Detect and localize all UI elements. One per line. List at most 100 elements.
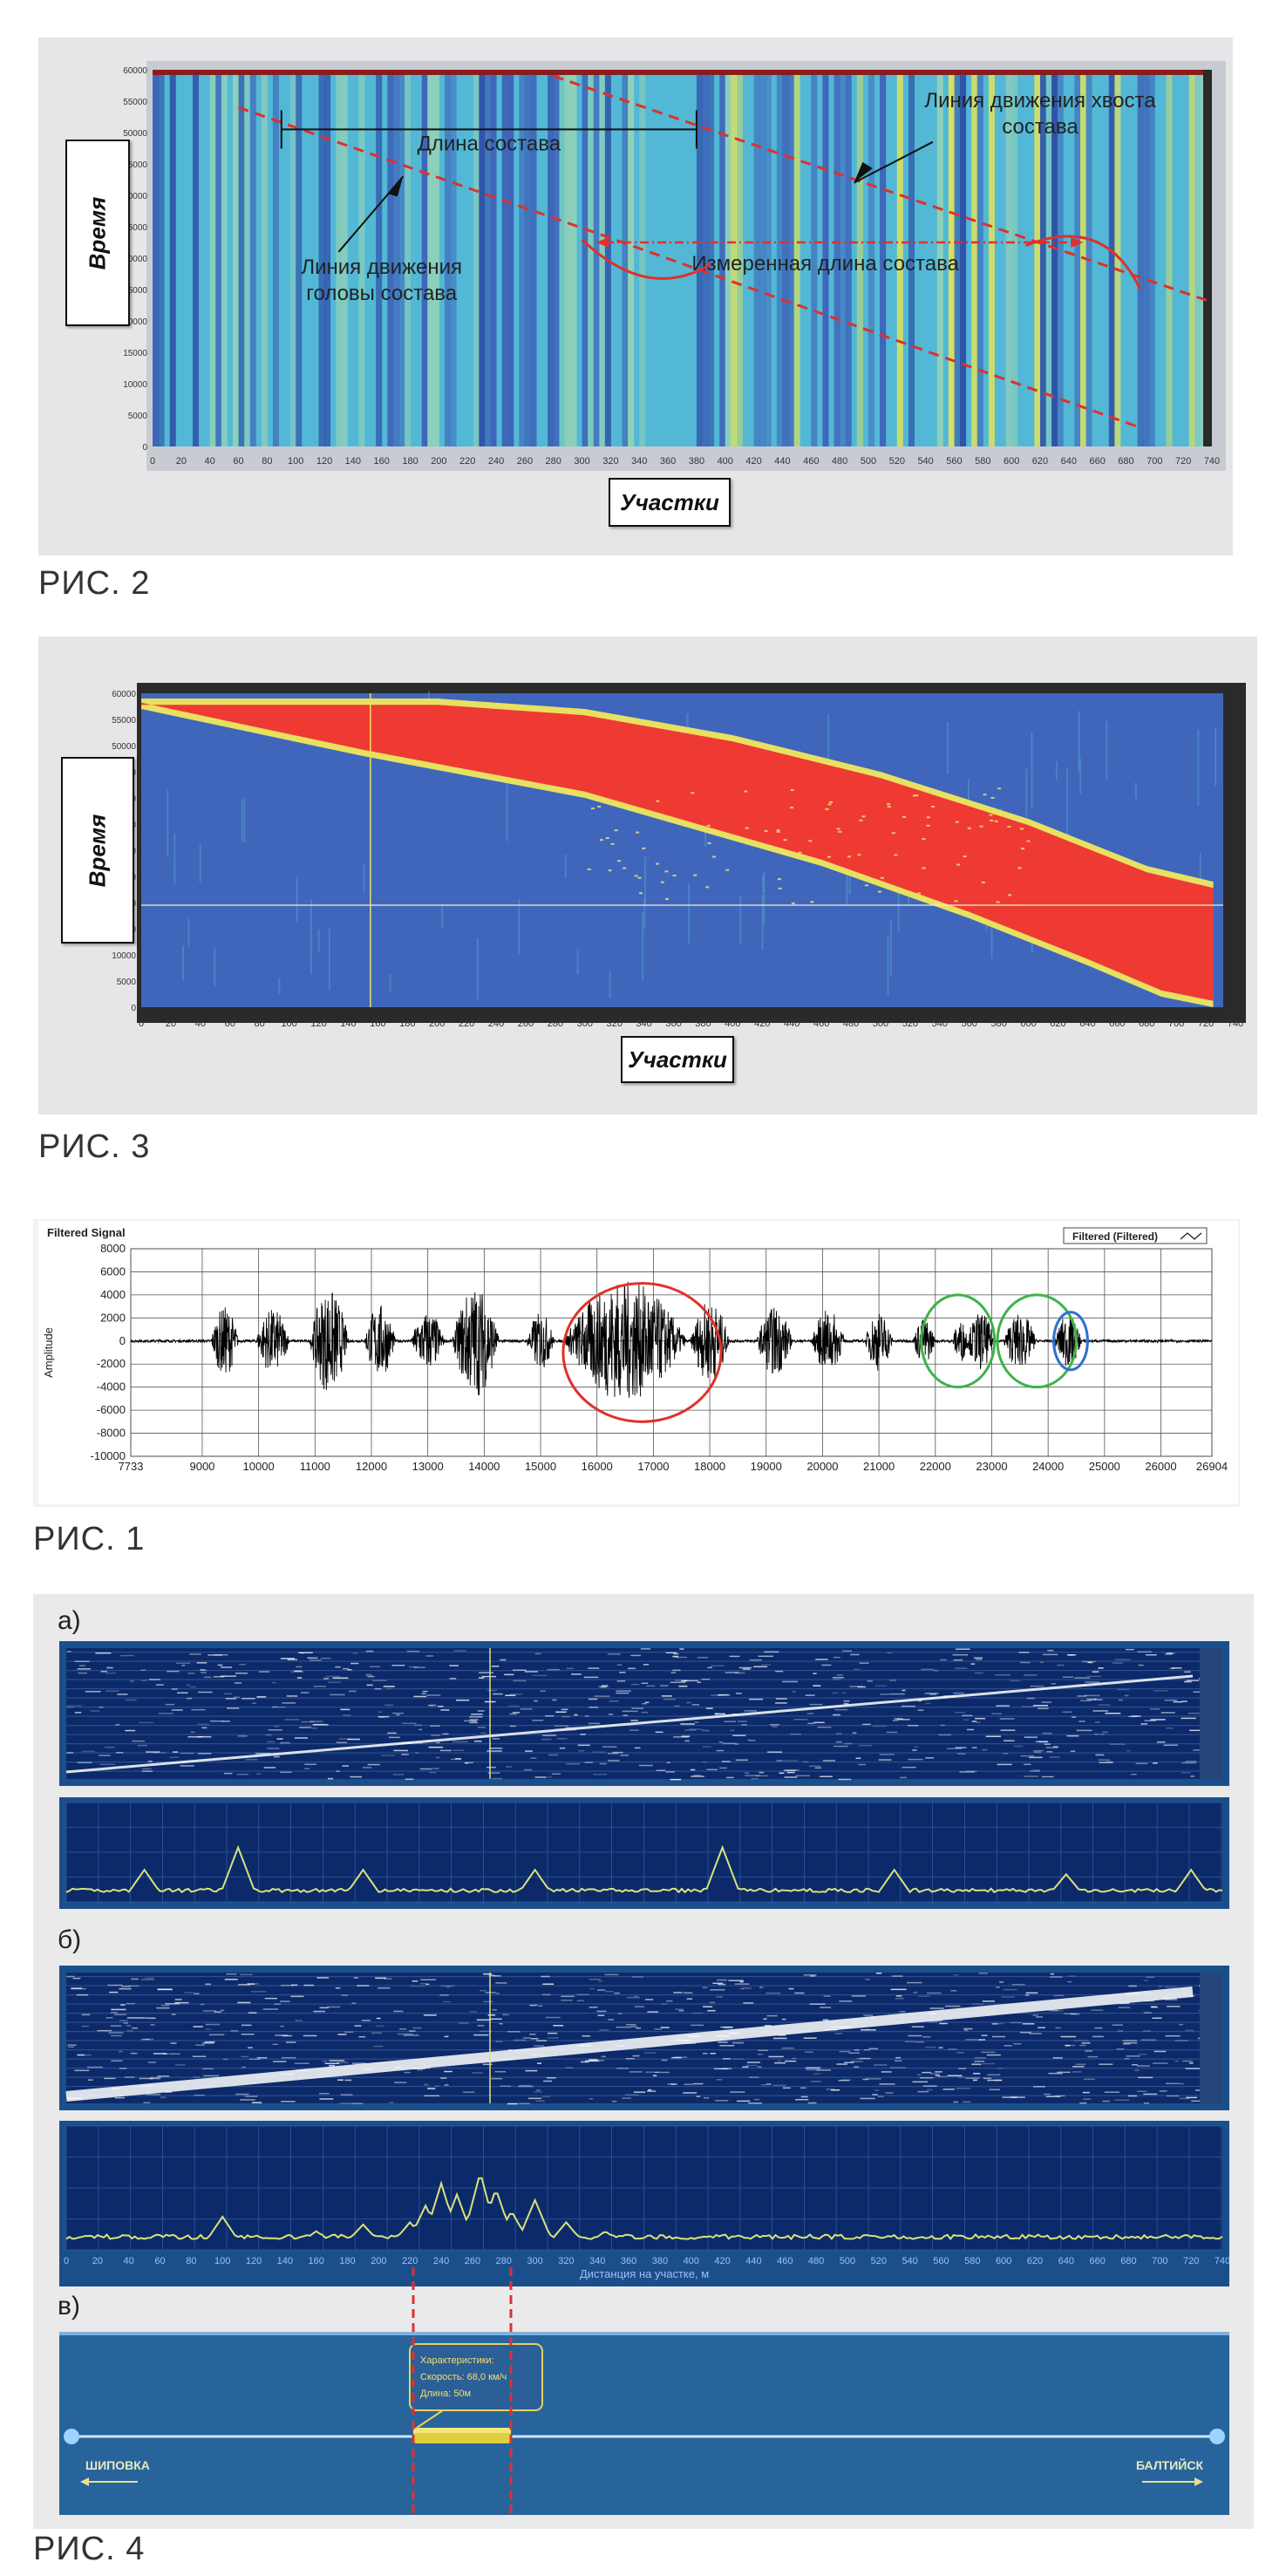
fig4-waterfall-speck — [238, 1984, 250, 1986]
fig4-waterfall-speck — [917, 1700, 922, 1702]
fig4-waterfall-speck — [1098, 1704, 1111, 1706]
fig4-waterfall-speck — [973, 1657, 983, 1659]
fig2-tail-label-line2: состава — [1002, 115, 1078, 139]
fig4-waterfall-speck — [584, 1715, 589, 1717]
fig3-speckle — [777, 878, 781, 881]
fig4-waterfall-speck — [925, 1702, 931, 1705]
fig4-waterfall-speck — [423, 2014, 437, 2016]
fig3-x-tick-label: 0 — [139, 1019, 144, 1029]
fig3-x-tick-label: 660 — [1109, 1019, 1125, 1029]
fig4-waterfall-speck — [74, 1712, 82, 1714]
fig4-waterfall-speck — [712, 1982, 724, 1985]
fig4-waterfall-speck — [616, 1664, 623, 1666]
fig4-waterfall-speck — [338, 1738, 351, 1740]
fig4-waterfall-speck — [126, 2029, 133, 2032]
fig4-waterfall-speck — [790, 1733, 801, 1735]
fig4-waterfall-speck — [449, 1665, 459, 1666]
fig3-streak — [296, 876, 298, 923]
fig4-waterfall-speck — [1003, 1988, 1017, 1991]
fig2-y-tick-label: 15000 — [123, 349, 147, 358]
fig4-waterfall-speck — [520, 1708, 533, 1710]
fig4-waterfall-speck — [529, 2004, 538, 2007]
fig4-waterfall-speck — [1024, 1993, 1030, 1996]
fig3-streak — [328, 929, 330, 991]
fig4-waterfall-speck — [1086, 1698, 1097, 1700]
fig2-x-tick-label: 420 — [745, 456, 761, 467]
fig4-waterfall-speck — [150, 2076, 161, 2079]
fig4-waterfall-speck — [201, 1672, 207, 1673]
fig4-waterfall-speck — [241, 2024, 252, 2027]
fig4-waterfall-speck — [601, 2055, 606, 2058]
fig3-streak — [278, 978, 281, 994]
fig3-streak — [1215, 727, 1217, 787]
fig4-waterfall-speck — [150, 2024, 155, 2026]
fig4-waterfall-speck — [1140, 1723, 1148, 1725]
fig4-waterfall-speck — [584, 1762, 594, 1763]
fig4-waterfall-speck — [858, 1763, 867, 1766]
fig4-waterfall-speck — [1075, 2063, 1086, 2065]
fig4-waterfall-speck — [1102, 1731, 1108, 1734]
fig4-waterfall-speck — [645, 1999, 654, 2000]
fig4-waterfall-speck — [1072, 1716, 1077, 1718]
fig4-waterfall-speck — [404, 2071, 411, 2074]
fig4-waterfall-speck — [145, 2038, 154, 2041]
fig4-waterfall-speck — [891, 1975, 903, 1977]
fig4-waterfall-speck — [1193, 1691, 1205, 1693]
fig4-waterfall-speck — [673, 1992, 683, 1993]
fig4-signal-tick-label: 180 — [339, 2256, 355, 2266]
fig4-waterfall-speck — [831, 2089, 840, 2091]
fig4-waterfall-speck — [327, 1777, 334, 1780]
fig4-waterfall-speck — [598, 1980, 603, 1982]
fig2-heat-stripe — [834, 70, 840, 446]
fig1-caption: РИС. 1 — [33, 1521, 146, 1557]
fig2-heat-stripe — [501, 70, 508, 446]
fig3-speckle — [990, 796, 995, 799]
fig4-waterfall-speck — [1044, 1743, 1051, 1745]
fig4-waterfall-speck — [1189, 2062, 1194, 2064]
fig3-streak — [897, 872, 900, 933]
fig2-heat-stripe — [868, 70, 875, 446]
fig2-heat-stripe — [153, 70, 160, 446]
fig4-waterfall-speck — [419, 1768, 432, 1770]
fig4-waterfall-speck — [854, 1668, 861, 1671]
fig4-waterfall-speck — [1035, 1741, 1048, 1742]
fig3-streak — [889, 920, 892, 976]
fig4-waterfall-speck — [81, 2025, 89, 2027]
fig4-waterfall-speck — [131, 1978, 139, 1980]
fig4-waterfall-speck — [541, 1738, 552, 1741]
fig4-waterfall-speck — [836, 1674, 843, 1676]
fig4-waterfall-speck — [66, 1752, 74, 1754]
fig2-x-tick-label: 400 — [718, 456, 733, 467]
fig4-waterfall-speck — [336, 2061, 349, 2063]
fig3-speckle — [838, 830, 842, 833]
fig2-top-border — [153, 70, 1212, 75]
fig4-waterfall-speck — [783, 1769, 797, 1772]
fig3-streak — [174, 833, 176, 885]
fig4-waterfall-speck — [332, 1677, 349, 1680]
fig4-waterfall-speck — [670, 1672, 677, 1673]
fig2-x-tick-label: 520 — [889, 456, 905, 467]
fig4-waterfall-speck — [409, 1666, 418, 1668]
fig4-waterfall-speck — [684, 1729, 697, 1731]
fig4-waterfall-speck — [714, 1713, 718, 1715]
fig3-speckle — [996, 901, 1000, 903]
fig4-waterfall-speck — [95, 1652, 112, 1654]
fig4-waterfall-speck — [717, 1694, 731, 1696]
fig4-waterfall-speck — [675, 1656, 687, 1659]
fig4-signal-tick-label: 740 — [1215, 2256, 1229, 2266]
fig4-waterfall-speck — [939, 2022, 948, 2025]
fig4-signal-tick-label: 160 — [309, 2256, 324, 2266]
fig1-legend-swatch — [1180, 1232, 1202, 1240]
fig4-waterfall-speck — [1026, 1697, 1035, 1700]
fig4-waterfall-speck — [1082, 2091, 1090, 2094]
fig4-waterfall-speck — [429, 1771, 437, 1774]
fig4-waterfall-speck — [1143, 2012, 1152, 2014]
fig4-waterfall-speck — [748, 2076, 759, 2078]
fig4-waterfall-speck — [106, 1666, 113, 1669]
fig2-right-border — [1203, 70, 1212, 446]
fig2-heat-stripe — [1039, 70, 1047, 446]
fig4-waterfall-speck — [763, 2018, 767, 2020]
fig1-highlight-circle — [920, 1293, 997, 1389]
fig3-speckle — [599, 839, 603, 842]
fig4-waterfall-speck — [1033, 2086, 1045, 2088]
